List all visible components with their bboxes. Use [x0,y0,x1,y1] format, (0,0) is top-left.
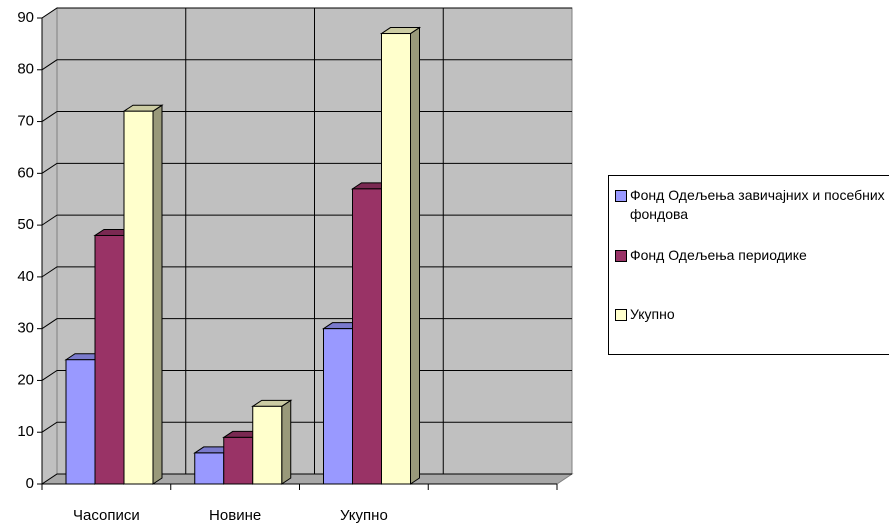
grid-line [41,7,572,19]
side-wall [41,7,58,485]
bar-front [194,452,225,485]
legend-swatch [615,190,627,202]
legend-entry: Укупно [615,305,887,324]
y-tick-label: 90 [17,9,34,26]
y-tick-label: 10 [17,423,34,440]
x-tick-label: Новине [209,507,261,524]
legend-entry: Фонд Одељења периодике [615,246,887,265]
legend-swatch [615,309,627,321]
legend-label: Фонд Одељења завичајних и посебних фондо… [630,187,885,222]
x-tick-label: Часописи [73,507,140,524]
y-tick-label: 0 [26,475,34,492]
legend-label: Фонд Одељења периодике [630,247,807,263]
y-tick-label: 80 [17,61,34,78]
x-tick-label: Укупно [340,507,388,524]
y-tick-label: 70 [17,113,34,130]
bar-front [65,359,96,485]
bar-side [281,399,292,485]
y-tick-label: 40 [17,268,34,285]
bar-front [123,110,154,485]
legend: Фонд Одељења завичајних и посебних фондо… [608,175,889,355]
legend-entry: Фонд Одељења завичајних и посебних фондо… [615,186,887,224]
bar-front [252,405,283,485]
bar-front [352,188,382,485]
y-tick-label: 60 [17,164,34,181]
bar-side [410,26,420,485]
bar-side [152,104,163,485]
y-tick-label: 50 [17,216,34,233]
bar [122,104,164,485]
bar-front [223,436,254,485]
legend-swatch [615,250,627,262]
y-tick-label: 30 [17,320,34,337]
bar [251,399,293,485]
legend-label: Укупно [630,306,675,322]
bar [379,26,422,485]
bar-front [323,328,353,485]
bar-front [94,234,125,485]
y-tick-label: 20 [17,371,34,388]
bar-front [381,33,411,485]
